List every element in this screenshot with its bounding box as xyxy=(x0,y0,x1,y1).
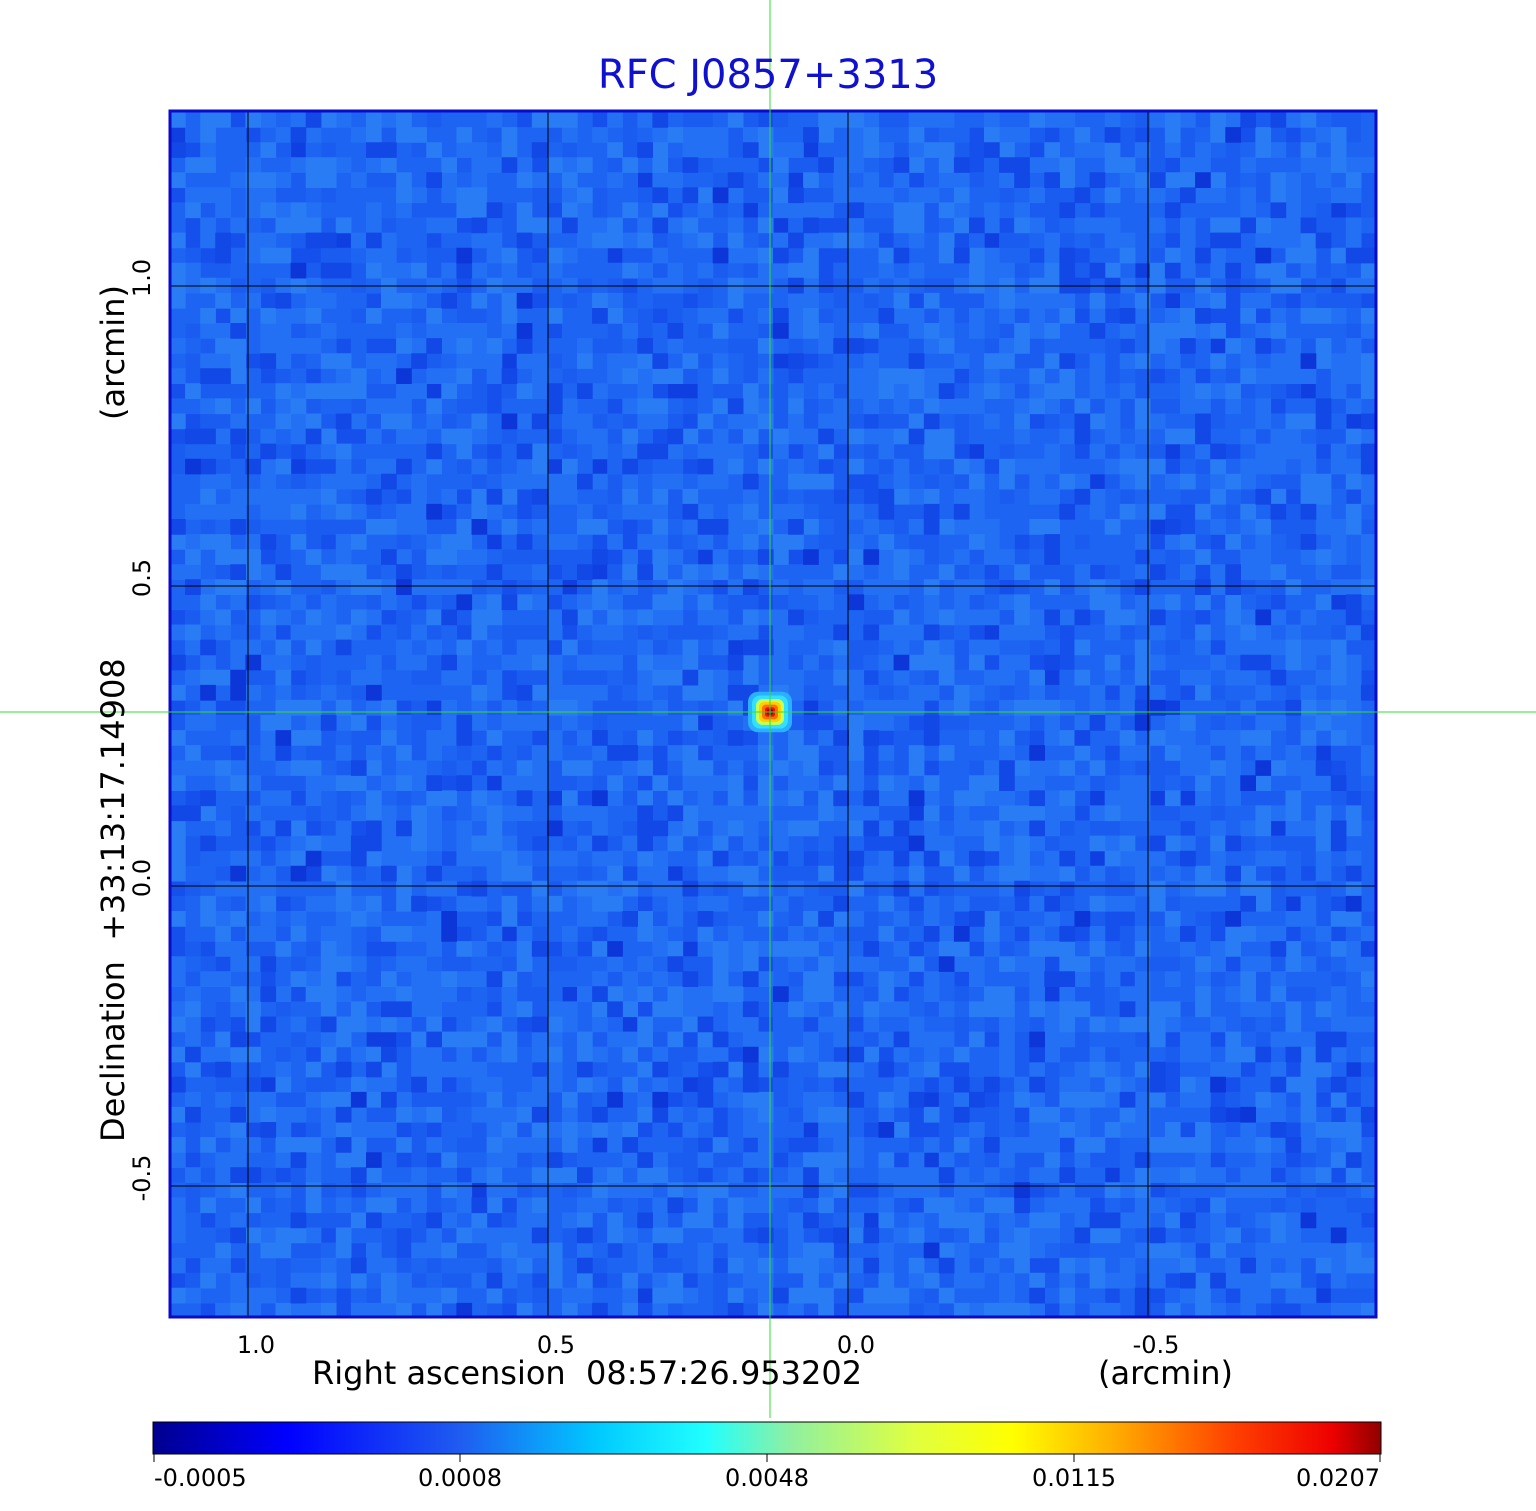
x-tick-label: -0.5 xyxy=(1133,1331,1180,1359)
heatmap-noise xyxy=(170,112,1376,1318)
colorbar-tick-label: 0.0115 xyxy=(1032,1464,1116,1492)
crosshair xyxy=(0,0,1536,1418)
y-tick-label: 0.5 xyxy=(128,559,156,597)
y-axis-unit: (arcmin) xyxy=(94,285,132,420)
colorbar-tick-label: 0.0207 xyxy=(1296,1464,1380,1492)
colorbar-tick-label: -0.0005 xyxy=(154,1464,247,1492)
grid-lines xyxy=(170,112,1376,1318)
colorbar xyxy=(152,1421,1382,1455)
x-tick-label: 0.0 xyxy=(837,1331,875,1359)
colorbar-tick-label: 0.0048 xyxy=(725,1464,809,1492)
y-tick-labels: 1.0 0.5 0.0 -0.5 xyxy=(128,259,156,1202)
plot-frame xyxy=(168,109,1378,1319)
heatmap-image xyxy=(170,112,1376,1318)
y-tick-label: 1.0 xyxy=(128,259,156,297)
colorbar-tick-label: 0.0008 xyxy=(418,1464,502,1492)
chart-title: RFC J0857+3313 xyxy=(597,52,939,98)
y-axis-label: Declination +33:13:17.14908 xyxy=(94,658,132,1142)
y-tick-label: -0.5 xyxy=(128,1155,156,1202)
colorbar-tick-labels: -0.0005 0.0008 0.0048 0.0115 0.0207 xyxy=(153,1454,1381,1492)
x-axis-unit: (arcmin) xyxy=(1098,1354,1233,1392)
x-tick-label: 0.5 xyxy=(537,1331,575,1359)
x-tick-label: 1.0 xyxy=(237,1331,275,1359)
x-axis-label: Right ascension 08:57:26.953202 xyxy=(312,1354,863,1392)
x-tick-labels: 1.0 0.5 0.0 -0.5 xyxy=(237,1331,1180,1359)
y-tick-label: 0.0 xyxy=(128,859,156,897)
